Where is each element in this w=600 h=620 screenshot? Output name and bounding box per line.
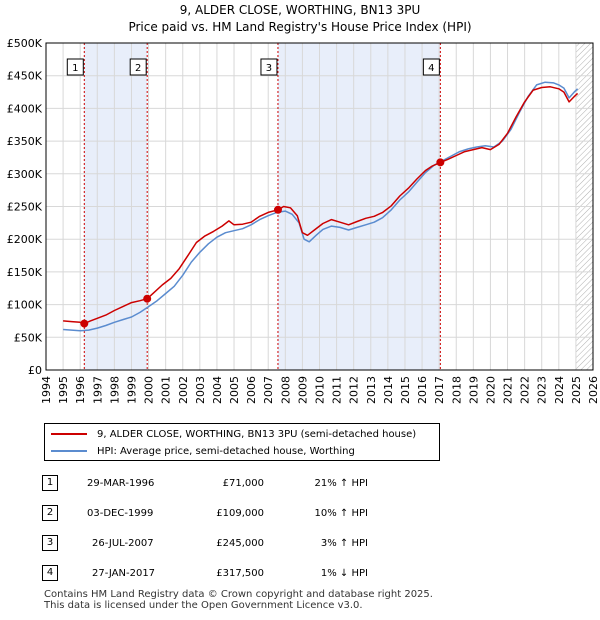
x-tick-label: 2015 — [399, 376, 412, 404]
x-tick-label: 2001 — [160, 376, 173, 404]
x-tick-label: 2008 — [279, 376, 292, 404]
sale-hpi-change: 10% ↑ HPI — [314, 508, 368, 519]
x-tick-label: 1996 — [74, 376, 87, 404]
sale-point — [273, 205, 282, 214]
legend: 9, ALDER CLOSE, WORTHING, BN13 3PU (semi… — [44, 423, 440, 461]
sale-row: 2 03-DEC-1999 £109,000 10% ↑ HPI — [42, 505, 462, 523]
x-tick-label: 2024 — [553, 376, 566, 404]
y-tick-label: £500K — [7, 37, 43, 50]
legend-label-hpi: HPI: Average price, semi-detached house,… — [97, 446, 355, 457]
sale-number-badge: 1 — [42, 475, 58, 491]
x-tick-label: 2000 — [143, 376, 156, 404]
x-tick-label: 2014 — [382, 376, 395, 404]
sale-label-number: 2 — [135, 63, 141, 74]
sale-price: £71,000 — [222, 478, 264, 489]
sale-number-badge: 4 — [42, 565, 58, 581]
legend-label-property: 9, ALDER CLOSE, WORTHING, BN13 3PU (semi… — [97, 429, 417, 440]
y-tick-label: £100K — [7, 299, 43, 312]
sale-number-badge: 2 — [42, 505, 58, 521]
x-tick-label: 2021 — [502, 376, 515, 404]
sale-label-number: 3 — [266, 63, 272, 74]
sale-label-box — [260, 58, 278, 76]
footer-licence: This data is licensed under the Open Gov… — [44, 600, 363, 611]
legend-item-hpi: HPI: Average price, semi-detached house,… — [51, 446, 355, 457]
sale-label-box — [66, 58, 84, 76]
y-tick-label: £450K — [7, 70, 43, 83]
y-tick-label: £300K — [7, 168, 43, 181]
x-tick-label: 2003 — [194, 376, 207, 404]
chart-subtitle: Price paid vs. HM Land Registry's House … — [128, 20, 471, 34]
x-tick-label: 2023 — [536, 376, 549, 404]
x-tick-label: 1998 — [108, 376, 121, 404]
sale-date: 29-MAR-1996 — [87, 478, 155, 489]
x-tick-label: 1995 — [57, 376, 70, 404]
sale-number-badge: 3 — [42, 535, 58, 551]
x-tick-label: 1999 — [125, 376, 138, 404]
x-tick-label: 2019 — [467, 376, 480, 404]
x-tick-label: 2009 — [296, 376, 309, 404]
x-tick-label: 2013 — [365, 376, 378, 404]
x-tick-label: 1994 — [40, 376, 53, 404]
footer-copyright: Contains HM Land Registry data © Crown c… — [44, 589, 433, 600]
sale-row: 1 29-MAR-1996 £71,000 21% ↑ HPI — [42, 475, 462, 493]
x-tick-label: 2011 — [331, 376, 344, 404]
x-tick-label: 2005 — [228, 376, 241, 404]
x-tick-label: 2016 — [416, 376, 429, 404]
sale-date: 26-JUL-2007 — [92, 538, 154, 549]
x-tick-label: 1997 — [91, 376, 104, 404]
sale-price: £245,000 — [216, 538, 264, 549]
sale-row: 4 27-JAN-2017 £317,500 1% ↓ HPI — [42, 565, 462, 583]
y-tick-label: £350K — [7, 135, 43, 148]
hpi-line-swatch — [51, 450, 87, 452]
property-line-swatch — [51, 433, 87, 435]
sale-label-box — [129, 58, 147, 76]
x-tick-label: 2004 — [211, 376, 224, 404]
x-tick-label: 2010 — [314, 376, 327, 404]
legend-item-property: 9, ALDER CLOSE, WORTHING, BN13 3PU (semi… — [51, 429, 416, 440]
sale-hpi-change: 21% ↑ HPI — [314, 478, 368, 489]
y-tick-label: £250K — [7, 201, 43, 214]
x-tick-label: 2020 — [484, 376, 497, 404]
x-tick-label: 2006 — [245, 376, 258, 404]
y-tick-label: £150K — [7, 266, 43, 279]
sale-point — [143, 294, 152, 303]
y-tick-label: £200K — [7, 233, 43, 246]
sale-point — [436, 158, 445, 167]
sale-row: 3 26-JUL-2007 £245,000 3% ↑ HPI — [42, 535, 462, 553]
footer-attribution: Contains HM Land Registry data © Crown c… — [44, 589, 433, 611]
sale-price: £109,000 — [216, 508, 264, 519]
sale-label-box — [422, 58, 440, 76]
y-tick-label: £50K — [14, 331, 43, 344]
x-tick-label: 2012 — [348, 376, 361, 404]
sale-hpi-change: 3% ↑ HPI — [320, 538, 368, 549]
price-chart: 9, ALDER CLOSE, WORTHING, BN13 3PU Price… — [7, 3, 600, 404]
sale-date: 27-JAN-2017 — [92, 568, 156, 579]
sale-point — [80, 319, 89, 328]
sale-label-number: 1 — [72, 63, 78, 74]
sale-hpi-change: 1% ↓ HPI — [320, 568, 368, 579]
x-tick-label: 2007 — [262, 376, 275, 404]
sale-date: 03-DEC-1999 — [87, 508, 154, 519]
x-tick-label: 2022 — [519, 376, 532, 404]
x-tick-label: 2025 — [570, 376, 583, 404]
x-tick-label: 2026 — [587, 376, 600, 404]
sale-label-number: 4 — [428, 63, 434, 74]
y-tick-label: £400K — [7, 102, 43, 115]
y-tick-label: £0 — [28, 364, 42, 377]
chart-title: 9, ALDER CLOSE, WORTHING, BN13 3PU — [180, 3, 421, 17]
x-tick-label: 2002 — [177, 376, 190, 404]
x-tick-label: 2017 — [433, 376, 446, 404]
plot-frame — [45, 42, 594, 371]
sale-price: £317,500 — [216, 568, 264, 579]
x-tick-label: 2018 — [450, 376, 463, 404]
